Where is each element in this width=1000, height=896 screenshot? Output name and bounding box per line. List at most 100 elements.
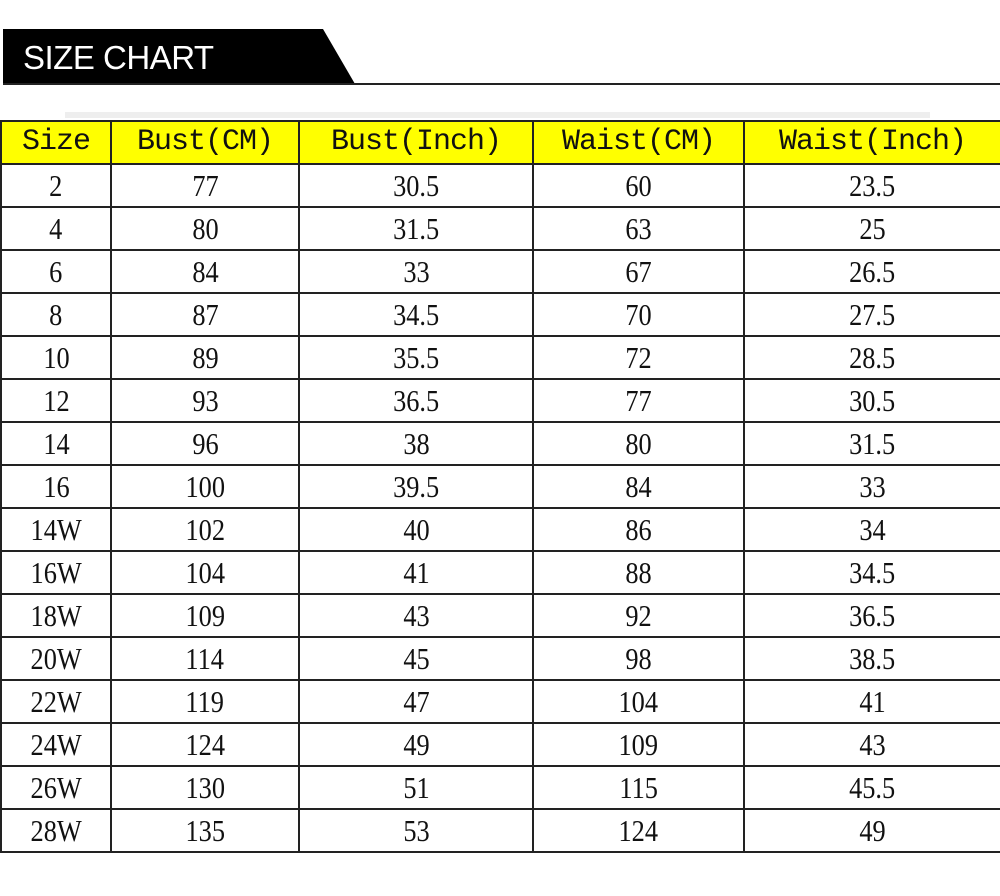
- cell-value: 24W: [30, 727, 82, 762]
- column-header: Waist(CM): [532, 120, 745, 165]
- cell-value: 18W: [30, 598, 82, 633]
- table-cell: 93: [110, 378, 300, 423]
- cell-value: 124: [185, 727, 225, 762]
- table-cell: 109: [110, 593, 300, 638]
- cell-value: 28.5: [849, 340, 896, 375]
- table-cell: 100: [110, 464, 300, 509]
- cell-value: 28W: [30, 813, 82, 848]
- cell-value: 84: [625, 469, 652, 504]
- table-cell: 96: [110, 421, 300, 466]
- table-cell: 41: [743, 679, 1000, 724]
- cell-value: 87: [191, 297, 219, 332]
- cell-value: 22W: [30, 684, 82, 719]
- cell-value: 12: [42, 383, 70, 418]
- cell-value: 30.5: [392, 168, 440, 203]
- table-row: 16W 104 41 88 34.5: [0, 550, 1000, 595]
- table-cell: 84: [532, 464, 745, 509]
- table-cell: 63: [532, 206, 745, 251]
- column-header: Waist(Inch): [743, 120, 1000, 165]
- page-title: SIZE CHART: [23, 39, 214, 76]
- cell-value: 80: [625, 426, 652, 461]
- cell-value: 34.5: [392, 297, 440, 332]
- cell-value: 109: [618, 727, 659, 762]
- table-cell: 14: [0, 421, 112, 466]
- column-header: Bust(CM): [110, 120, 300, 165]
- table-cell: 124: [110, 722, 300, 767]
- cell-value: 16: [42, 469, 70, 504]
- table-cell: 26W: [0, 765, 112, 810]
- table-row: 8 87 34.5 70 27.5: [0, 292, 1000, 337]
- table-cell: 40: [298, 507, 534, 552]
- table-cell: 26.5: [743, 249, 1000, 294]
- table-cell: 34.5: [743, 550, 1000, 595]
- cell-value: 14: [42, 426, 70, 461]
- cell-value: 98: [625, 641, 652, 676]
- table-cell: 16: [0, 464, 112, 509]
- cell-value: 86: [625, 512, 652, 547]
- table-cell: 77: [532, 378, 745, 423]
- table-cell: 8: [0, 292, 112, 337]
- cell-value: 93: [191, 383, 219, 418]
- cell-value: 10: [42, 340, 70, 375]
- table-cell: 53: [298, 808, 534, 853]
- table-cell: 39.5: [298, 464, 534, 509]
- table-row: 22W 119 47 104 41: [0, 679, 1000, 724]
- cell-value: 89: [191, 340, 219, 375]
- cell-value: 34: [859, 512, 886, 547]
- cell-value: 2: [49, 168, 63, 203]
- table-cell: 89: [110, 335, 300, 380]
- divider-shadow: [65, 112, 930, 118]
- table-cell: 49: [298, 722, 534, 767]
- cell-value: 104: [618, 684, 659, 719]
- table-cell: 87: [110, 292, 300, 337]
- table-cell: 31.5: [743, 421, 1000, 466]
- table-row: 10 89 35.5 72 28.5: [0, 335, 1000, 380]
- cell-value: 25: [859, 211, 886, 246]
- table-cell: 38.5: [743, 636, 1000, 681]
- cell-value: 41: [402, 555, 430, 590]
- table-cell: 77: [110, 163, 300, 208]
- cell-value: 114: [185, 641, 225, 676]
- table-cell: 51: [298, 765, 534, 810]
- table-row: 6 84 33 67 26.5: [0, 249, 1000, 294]
- cell-value: 16W: [30, 555, 82, 590]
- cell-value: 115: [619, 770, 658, 805]
- table-cell: 22W: [0, 679, 112, 724]
- table-cell: 115: [532, 765, 745, 810]
- table-row: 26W 130 51 115 45.5: [0, 765, 1000, 810]
- cell-value: 53: [402, 813, 430, 848]
- table-cell: 16W: [0, 550, 112, 595]
- table-cell: 28W: [0, 808, 112, 853]
- cell-value: 77: [625, 383, 652, 418]
- table-cell: 27.5: [743, 292, 1000, 337]
- cell-value: 33: [859, 469, 886, 504]
- table-cell: 72: [532, 335, 745, 380]
- table-cell: 4: [0, 206, 112, 251]
- size-chart-table: Size Bust(CM) Bust(Inch) Waist(CM) Waist(Inc…: [0, 120, 1000, 853]
- table-cell: 14W: [0, 507, 112, 552]
- table-cell: 6: [0, 249, 112, 294]
- table-cell: 88: [532, 550, 745, 595]
- table-cell: 28.5: [743, 335, 1000, 380]
- table-cell: 43: [743, 722, 1000, 767]
- title-banner: SIZE CHART: [3, 29, 355, 84]
- table-cell: 10: [0, 335, 112, 380]
- cell-value: 72: [625, 340, 652, 375]
- table-row: 18W 109 43 92 36.5: [0, 593, 1000, 638]
- cell-value: 31.5: [849, 426, 896, 461]
- table-cell: 23.5: [743, 163, 1000, 208]
- table-cell: 45: [298, 636, 534, 681]
- table-cell: 80: [532, 421, 745, 466]
- cell-value: 30.5: [849, 383, 896, 418]
- table-cell: 34: [743, 507, 1000, 552]
- cell-value: 96: [191, 426, 219, 461]
- table-cell: 49: [743, 808, 1000, 853]
- table-cell: 33: [298, 249, 534, 294]
- cell-value: 4: [49, 211, 63, 246]
- table-cell: 119: [110, 679, 300, 724]
- table-cell: 84: [110, 249, 300, 294]
- cell-value: 23.5: [849, 168, 896, 203]
- table-cell: 98: [532, 636, 745, 681]
- table-row: 20W 114 45 98 38.5: [0, 636, 1000, 681]
- table-cell: 2: [0, 163, 112, 208]
